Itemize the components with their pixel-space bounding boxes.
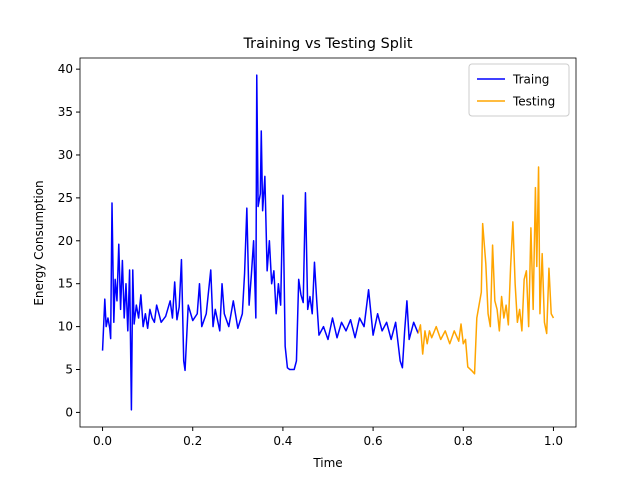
legend-box (468, 63, 570, 117)
x-tick-label: 0.8 (454, 434, 473, 448)
y-tick-label: 40 (58, 62, 73, 76)
x-tick-label: 1.0 (544, 434, 563, 448)
y-tick-label: 0 (65, 405, 73, 419)
legend-label: Testing (512, 95, 555, 109)
y-tick-label: 30 (58, 148, 73, 162)
y-tick-label: 25 (58, 191, 73, 205)
y-tick-label: 10 (58, 320, 73, 334)
y-tick-label: 35 (58, 105, 73, 119)
legend: Traing Testing (468, 63, 570, 117)
data-line (101, 74, 419, 411)
plot-frame (79, 57, 577, 428)
y-tick-label: 15 (58, 277, 73, 291)
data-line (417, 166, 555, 375)
chart-title: Training vs Testing Split (242, 36, 412, 52)
y-tick-label: 5 (65, 363, 73, 377)
y-axis-label: Energy Consumption (32, 180, 46, 305)
x-tick-label: 0.6 (364, 434, 383, 448)
x-axis-label: Time (312, 456, 342, 470)
x-tick-label: 0.0 (93, 434, 112, 448)
x-tick-label: 0.2 (183, 434, 202, 448)
y-tick-label: 20 (58, 234, 73, 248)
x-tick-label: 0.4 (273, 434, 292, 448)
legend-label: Traing (512, 73, 549, 87)
